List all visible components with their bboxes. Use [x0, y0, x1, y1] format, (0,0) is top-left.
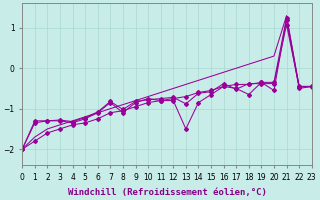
- X-axis label: Windchill (Refroidissement éolien,°C): Windchill (Refroidissement éolien,°C): [68, 188, 267, 197]
